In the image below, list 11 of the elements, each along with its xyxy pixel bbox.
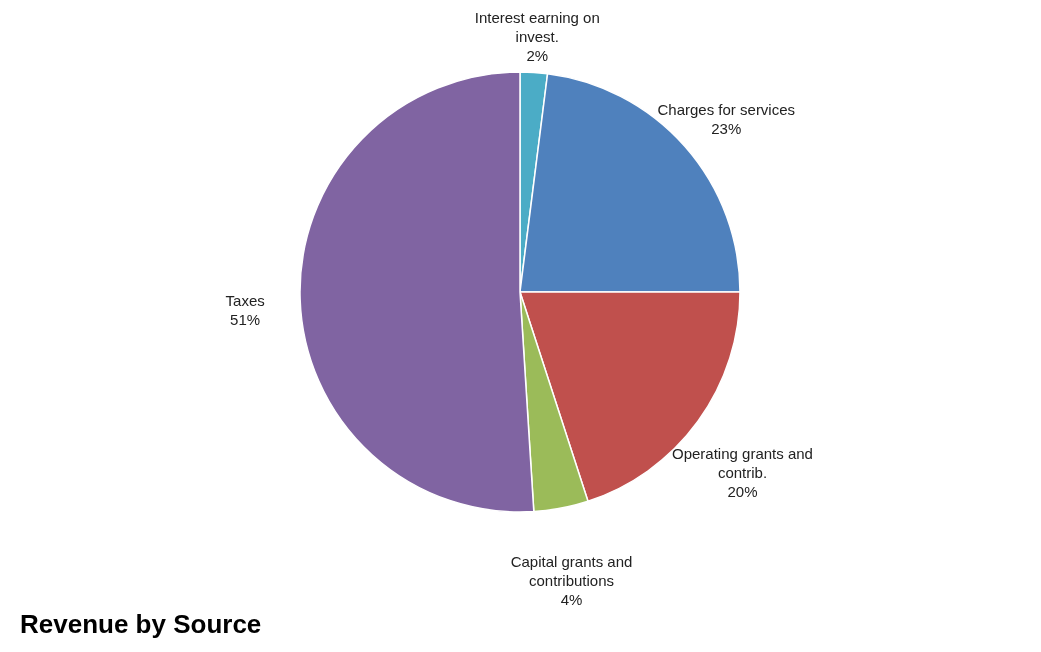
slice-label: Operating grants and contrib.	[672, 444, 813, 481]
slice-label: Interest earning on invest.	[474, 8, 600, 45]
slice-label: Taxes	[225, 291, 265, 309]
data-label: 23%	[711, 120, 742, 138]
slice-label: Capital grants and contributions	[510, 553, 633, 590]
data-label: 2%	[526, 46, 549, 64]
data-label: 20%	[727, 482, 758, 500]
data-label: 51%	[230, 310, 261, 328]
data-label: 4%	[560, 591, 583, 609]
text: Revenue by Source	[20, 609, 262, 640]
slice-label: Charges for services	[657, 101, 796, 119]
